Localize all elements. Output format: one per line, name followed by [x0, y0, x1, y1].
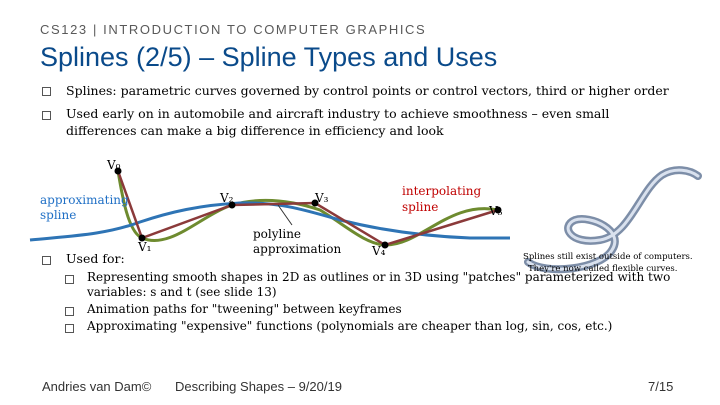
- control-point-v5: [494, 206, 502, 214]
- footer-page-number: 7/15: [648, 379, 674, 394]
- sub-bullet-box-icon: [65, 275, 74, 284]
- approximating-spline-label-line1: approximating: [40, 193, 129, 207]
- bullet-box-icon: [42, 87, 51, 96]
- slide-title: Splines (2/5) – Spline Types and Uses: [40, 42, 498, 72]
- used-for-item-1-line2: variables: s and t (see slide 13): [87, 285, 277, 299]
- polyline-label-line1: polyline: [253, 227, 302, 241]
- bullet-box-icon: [42, 111, 51, 120]
- interpolating-spline-curve: [116, 170, 499, 247]
- label-v3: V₃: [315, 191, 329, 205]
- footer-author: Andries van Dam©: [42, 379, 152, 394]
- interpolating-spline-label-line1: interpolating: [402, 184, 482, 198]
- label-v4: V₄: [372, 244, 386, 258]
- image-caption-line2: They're now called flexible curves.: [528, 264, 678, 274]
- approximating-spline-curve: [29, 201, 510, 242]
- label-v0: V₀: [107, 158, 121, 172]
- flexible-curve-image: [524, 166, 702, 274]
- used-for-label: Used for:: [66, 251, 125, 266]
- interpolating-spline-label-line2: spline: [402, 200, 439, 214]
- polyline-approximation: [116, 170, 499, 247]
- bullet-splines: Splines: parametric curves governed by c…: [66, 83, 669, 98]
- footer-date: Describing Shapes – 9/20/19: [175, 379, 342, 394]
- sub-bullet-box-icon: [65, 307, 74, 316]
- used-for-item-3: Approximating "expensive" functions (pol…: [87, 319, 613, 333]
- bullet-used-early-line2: differences can make a big difference in…: [66, 123, 444, 138]
- control-point-v2: [228, 201, 236, 209]
- control-point-v4: [381, 241, 389, 249]
- polyline-pointer: [277, 204, 293, 226]
- used-for-item-1-line1: Representing smooth shapes in 2D as outl…: [87, 270, 671, 284]
- used-for-item-2: Animation paths for "tweening" between k…: [87, 302, 402, 316]
- label-v2: V₂: [220, 191, 234, 205]
- sub-bullet-box-icon: [65, 324, 74, 333]
- label-v1: V₁: [138, 240, 152, 254]
- bullet-used-early-line1: Used early on in automobile and aircraft…: [66, 106, 610, 121]
- control-point-v1: [138, 234, 146, 242]
- approximating-spline-label-line2: spline: [40, 208, 77, 222]
- control-point-v0: [114, 167, 122, 175]
- bullet-box-icon: [42, 256, 51, 265]
- polyline-label-line2: approximation: [253, 242, 342, 256]
- course-header: CS123 | INTRODUCTION TO COMPUTER GRAPHIC…: [40, 22, 427, 37]
- control-point-v3: [311, 199, 319, 207]
- image-caption-line1: Splines still exist outside of computers…: [523, 252, 693, 262]
- label-v5: V₅: [489, 204, 503, 218]
